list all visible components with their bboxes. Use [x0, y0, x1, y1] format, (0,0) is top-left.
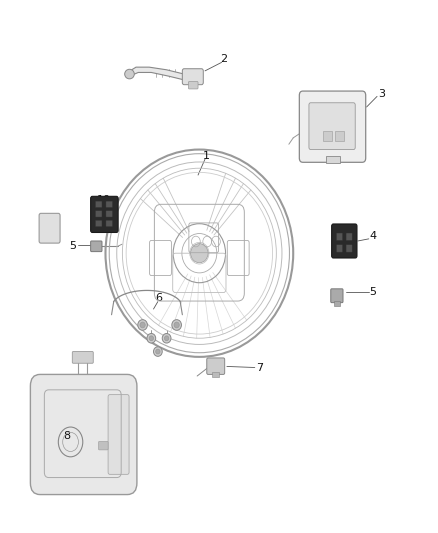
Bar — [335, 131, 344, 141]
FancyBboxPatch shape — [39, 213, 60, 243]
FancyBboxPatch shape — [106, 211, 113, 217]
Polygon shape — [127, 67, 201, 83]
FancyBboxPatch shape — [91, 196, 118, 232]
Text: 10: 10 — [97, 195, 111, 205]
Text: 5: 5 — [370, 287, 377, 297]
FancyBboxPatch shape — [72, 352, 93, 364]
Ellipse shape — [164, 336, 169, 341]
Bar — [212, 372, 219, 377]
FancyBboxPatch shape — [332, 224, 357, 258]
Bar — [334, 301, 339, 306]
Bar — [325, 156, 339, 164]
FancyBboxPatch shape — [188, 82, 198, 89]
Ellipse shape — [174, 322, 179, 328]
FancyBboxPatch shape — [106, 220, 113, 227]
Ellipse shape — [155, 349, 160, 354]
FancyBboxPatch shape — [336, 245, 343, 252]
Text: 9: 9 — [39, 219, 46, 229]
Text: 1: 1 — [203, 151, 210, 161]
FancyBboxPatch shape — [336, 233, 343, 240]
Text: 5: 5 — [69, 241, 76, 251]
FancyBboxPatch shape — [95, 220, 102, 227]
Text: 7: 7 — [256, 362, 263, 373]
FancyBboxPatch shape — [99, 441, 108, 450]
FancyBboxPatch shape — [95, 201, 102, 207]
FancyBboxPatch shape — [182, 69, 203, 85]
Ellipse shape — [162, 334, 171, 343]
Ellipse shape — [138, 320, 148, 330]
Ellipse shape — [125, 69, 134, 79]
FancyBboxPatch shape — [207, 358, 225, 374]
FancyBboxPatch shape — [91, 241, 102, 252]
FancyBboxPatch shape — [108, 394, 129, 474]
Text: 4: 4 — [369, 231, 376, 241]
FancyBboxPatch shape — [331, 289, 343, 303]
Ellipse shape — [147, 334, 155, 343]
FancyBboxPatch shape — [309, 103, 355, 150]
FancyBboxPatch shape — [346, 245, 352, 252]
FancyBboxPatch shape — [299, 91, 366, 163]
Ellipse shape — [149, 336, 153, 341]
Text: 3: 3 — [378, 88, 385, 99]
Ellipse shape — [172, 320, 181, 330]
Ellipse shape — [153, 347, 162, 357]
Bar — [323, 131, 332, 141]
Text: 8: 8 — [64, 431, 71, 441]
FancyBboxPatch shape — [346, 233, 352, 240]
Ellipse shape — [140, 322, 145, 328]
FancyBboxPatch shape — [106, 201, 113, 207]
Ellipse shape — [191, 244, 208, 263]
Text: 6: 6 — [155, 293, 162, 303]
FancyBboxPatch shape — [95, 211, 102, 217]
Text: 2: 2 — [220, 54, 227, 64]
FancyBboxPatch shape — [30, 374, 137, 495]
